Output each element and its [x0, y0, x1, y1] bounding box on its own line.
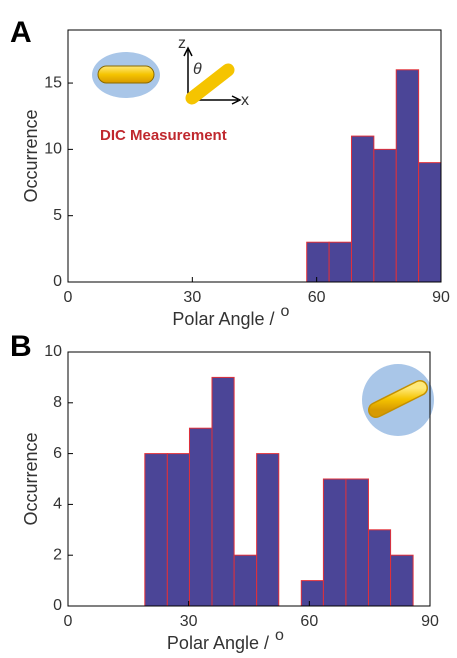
rod-icon-b: [362, 364, 434, 436]
bar: [350, 135, 375, 283]
bar: [395, 69, 420, 283]
bar: [166, 453, 190, 607]
x-tick-label: 60: [308, 289, 326, 306]
bar: [211, 376, 235, 607]
x-tick-label: 30: [183, 289, 201, 306]
y-tick-label: 6: [53, 445, 62, 462]
y-tick-label: 4: [53, 496, 62, 513]
bar: [144, 453, 168, 607]
x-axis-label: Polar Angle /: [167, 633, 269, 653]
rod-icon-a: [92, 52, 160, 98]
y-tick-label: 2: [53, 546, 62, 563]
plot-frame: [67, 351, 431, 607]
axis-glyph: x: [241, 92, 249, 109]
bar: [418, 162, 442, 283]
bar: [306, 241, 330, 283]
plot-frame: [67, 29, 442, 283]
bar: [367, 529, 392, 607]
x-tick-label: 90: [421, 613, 439, 630]
y-tick-label: 10: [44, 343, 62, 360]
angle-glyph: θ: [193, 61, 202, 78]
bar: [328, 241, 352, 283]
y-tick-label: 0: [53, 273, 62, 290]
y-axis-label: Occurrence: [21, 109, 41, 202]
y-tick-label: 15: [44, 74, 62, 91]
bar: [188, 427, 213, 607]
panel-label: B: [10, 330, 32, 363]
y-tick-label: 8: [53, 394, 62, 411]
y-tick-label: 10: [44, 141, 62, 158]
annotation: DIC Measurement: [100, 127, 227, 144]
rod: [185, 63, 235, 105]
x-tick-label: 60: [300, 613, 318, 630]
bar: [322, 478, 347, 607]
axis-glyph: z: [178, 35, 186, 52]
bar: [373, 148, 397, 283]
bar: [256, 453, 280, 607]
bar: [345, 478, 369, 607]
x-axis-unit: o: [275, 627, 284, 644]
bar: [233, 554, 258, 607]
y-tick-label: 5: [53, 207, 62, 224]
x-axis-unit: o: [281, 303, 290, 320]
x-tick-label: 90: [432, 289, 450, 306]
bar: [300, 580, 324, 607]
bar: [390, 554, 414, 607]
y-axis-label: Occurrence: [21, 432, 41, 525]
y-tick-label: 0: [53, 597, 62, 614]
panel-label: A: [10, 16, 32, 49]
x-tick-label: 0: [64, 613, 73, 630]
x-tick-label: 0: [64, 289, 73, 306]
x-axis-label: Polar Angle /: [172, 309, 274, 329]
x-tick-label: 30: [180, 613, 198, 630]
